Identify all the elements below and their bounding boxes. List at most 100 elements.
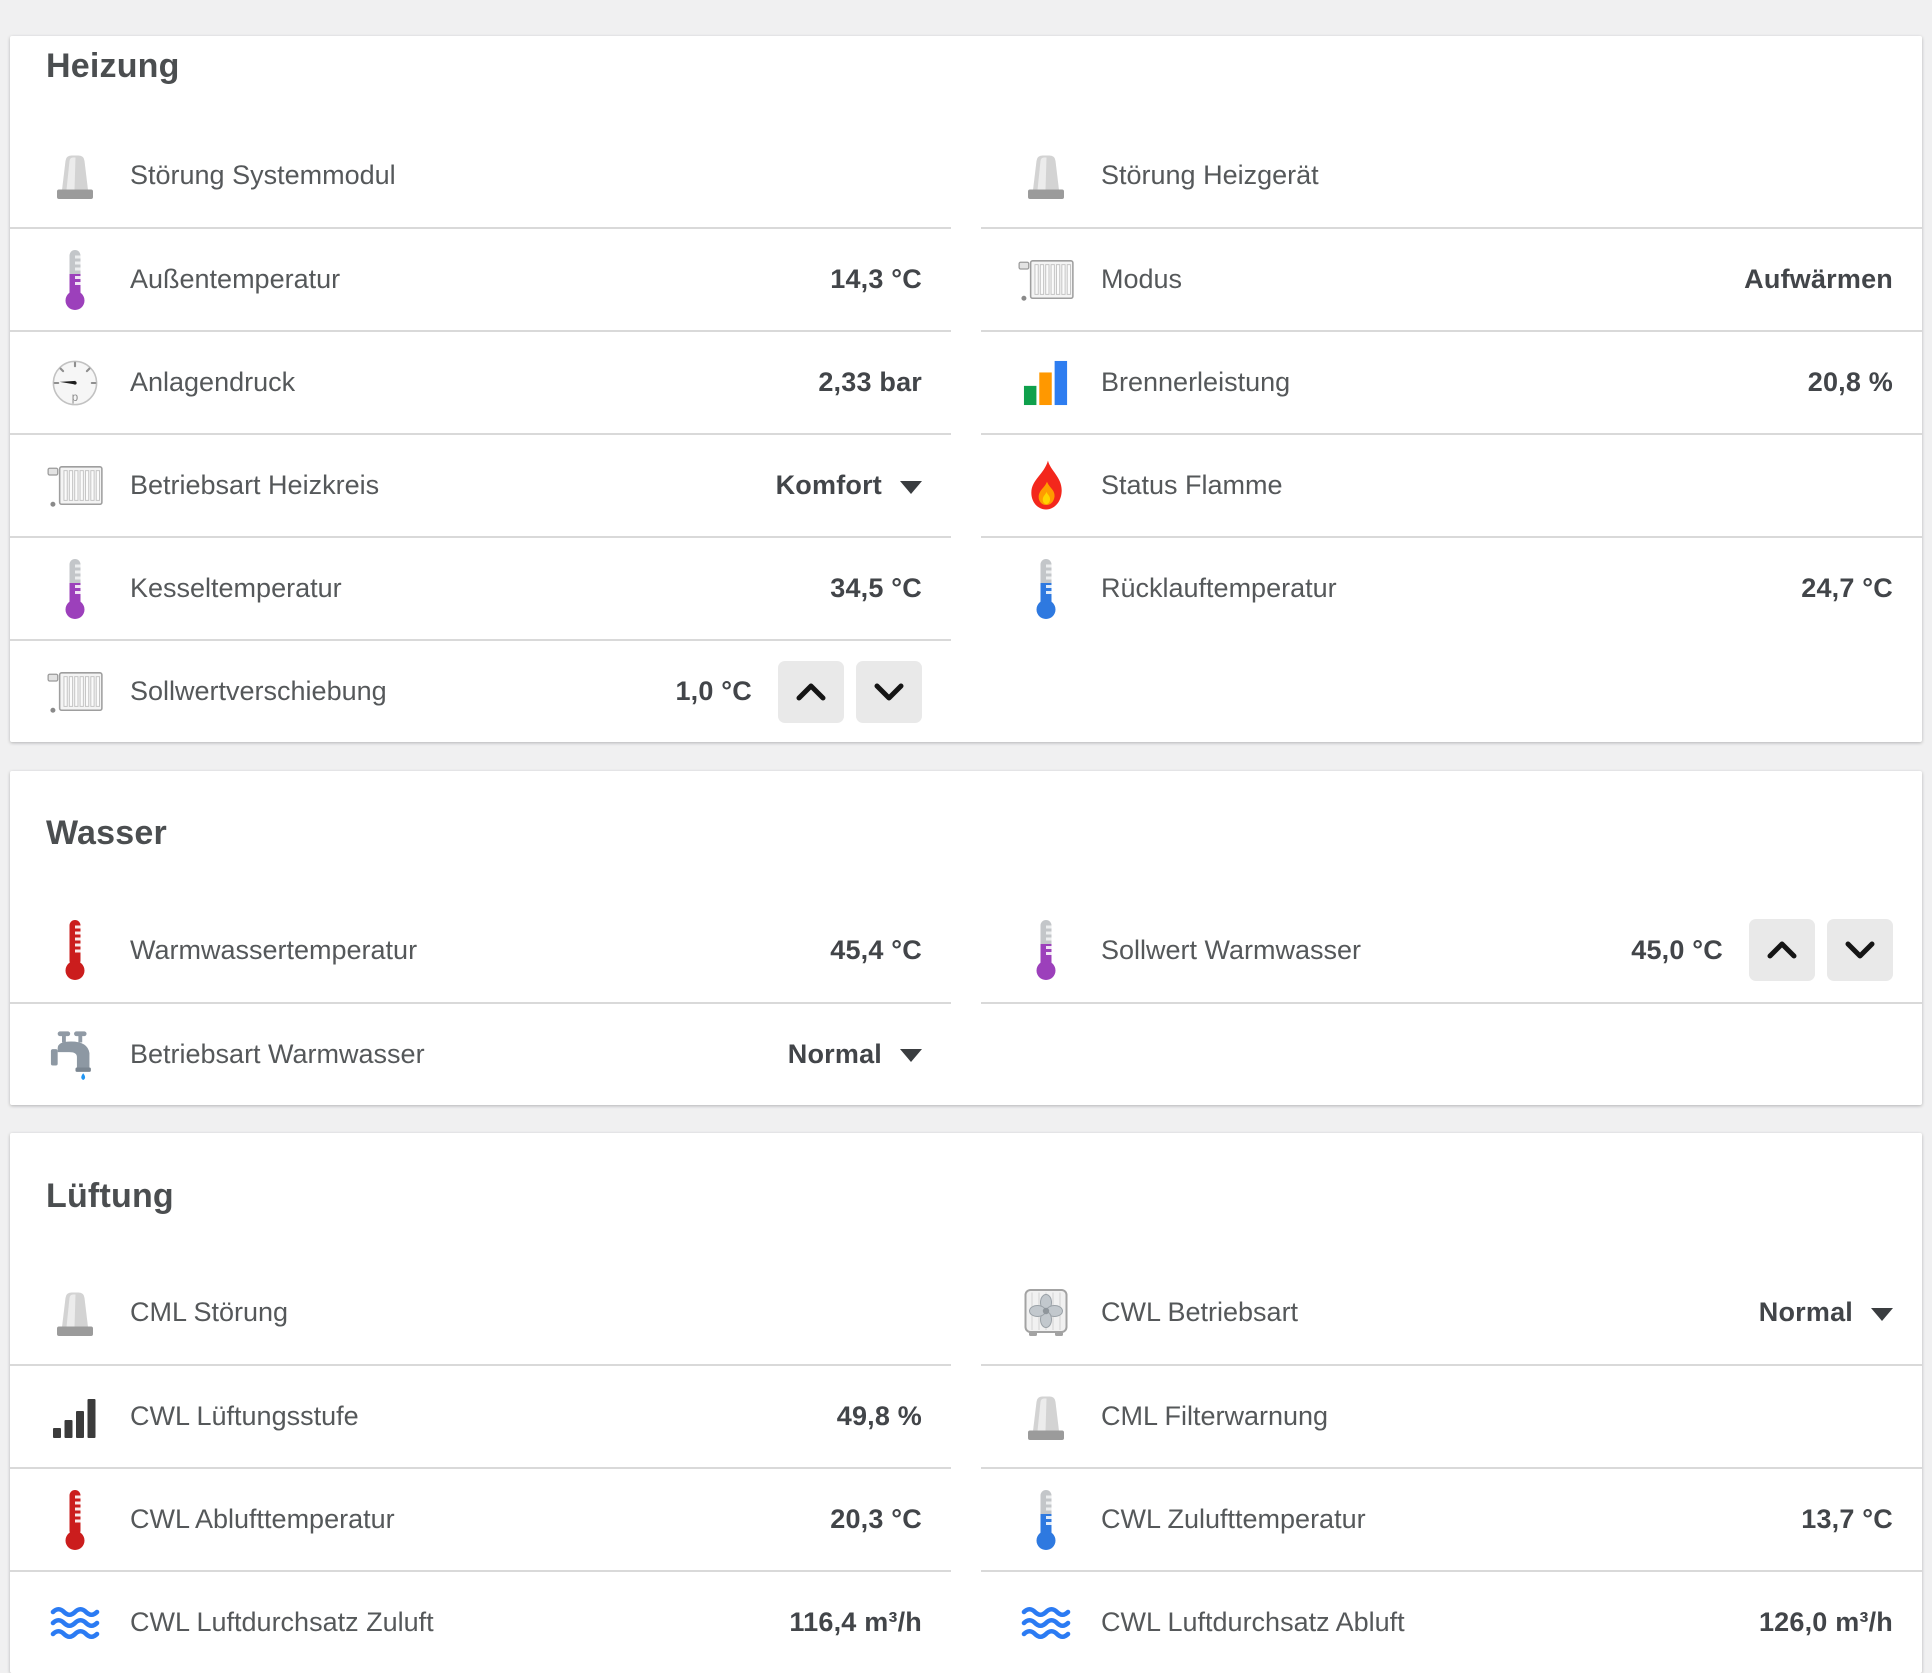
- decrease-button[interactable]: [856, 660, 922, 723]
- airflow-icon: [1015, 1604, 1077, 1642]
- row-value: 24,7 °C: [1801, 573, 1893, 604]
- section-wasser: Wasser Warmwassertemperatur 45,4 °C Betr…: [10, 770, 1922, 1105]
- row-label: CML Filterwarnung: [1101, 1401, 1329, 1432]
- faucet-icon: [44, 1027, 106, 1081]
- row-label: Betriebsart Warmwasser: [130, 1038, 425, 1069]
- airflow-icon: [44, 1604, 106, 1642]
- chevron-up-icon: [1767, 941, 1797, 959]
- row-label: CWL Zulufttemperatur: [1101, 1504, 1366, 1535]
- row-label: Modus: [1101, 264, 1183, 295]
- row-label: Sollwert Warmwasser: [1101, 934, 1362, 965]
- caret-down-icon: [900, 480, 922, 494]
- row-cml-filterwarnung: CML Filterwarnung: [981, 1364, 1922, 1467]
- row-label: CWL Ablufttemperatur: [130, 1504, 395, 1535]
- row-label: Betriebsart Heizkreis: [130, 470, 380, 501]
- row-label: Störung Heizgerät: [1101, 160, 1319, 191]
- bar-chart-icon: [1015, 360, 1077, 406]
- radiator-icon: [44, 462, 106, 510]
- increase-button[interactable]: [1749, 919, 1815, 982]
- row-value: 49,8 %: [836, 1401, 922, 1432]
- decrease-button[interactable]: [1827, 919, 1893, 982]
- row-kesseltemperatur: Kesseltemperatur 34,5 °C: [10, 536, 951, 639]
- row-label: Sollwertverschiebung: [130, 676, 387, 707]
- row-anlagendruck: Anlagendruck 2,33 bar: [10, 330, 951, 433]
- sollwert-warmwasser-stepper: [1749, 919, 1893, 982]
- thermometer-icon: [1015, 557, 1077, 621]
- sollwertverschiebung-stepper: [778, 660, 922, 723]
- betriebsart-heizkreis-select[interactable]: Komfort: [776, 470, 922, 501]
- row-value: 1,0 °C: [675, 676, 752, 707]
- section-lueftung: Lüftung CML Störung CWL Lüftungsstufe 49…: [10, 1133, 1922, 1673]
- wasser-right-column: Sollwert Warmwasser 45,0 °C: [981, 899, 1922, 1105]
- row-sollwertverschiebung: Sollwertverschiebung 1,0 °C: [10, 639, 951, 742]
- siren-icon: [1015, 1393, 1077, 1441]
- row-betriebsart-warmwasser: Betriebsart Warmwasser Normal: [10, 1001, 951, 1105]
- betriebsart-warmwasser-select[interactable]: Normal: [788, 1039, 922, 1070]
- row-value: 13,7 °C: [1801, 1504, 1893, 1535]
- row-value: 20,8 %: [1807, 367, 1893, 398]
- caret-down-icon: [900, 1049, 922, 1063]
- row-cwl-ablufttemperatur: CWL Ablufttemperatur 20,3 °C: [10, 1467, 951, 1570]
- row-cwl-betriebsart: CWL Betriebsart Normal: [981, 1261, 1922, 1364]
- row-label: Außentemperatur: [130, 264, 341, 295]
- signal-bars-icon: [44, 1394, 106, 1439]
- siren-icon: [1015, 152, 1077, 200]
- thermometer-icon: [44, 918, 106, 982]
- row-label: CWL Betriebsart: [1101, 1297, 1299, 1328]
- thermometer-icon: [1015, 918, 1077, 982]
- section-title-wasser: Wasser: [46, 814, 167, 853]
- row-cwl-zulufttemperatur: CWL Zulufttemperatur 13,7 °C: [981, 1467, 1922, 1570]
- row-value: 2,33 bar: [818, 367, 922, 398]
- row-label: Störung Systemmodul: [130, 160, 396, 191]
- thermometer-icon: [1015, 1488, 1077, 1552]
- row-stoerung-heizgeraet: Störung Heizgerät: [981, 124, 1922, 227]
- row-label: CWL Lüftungsstufe: [130, 1401, 359, 1432]
- increase-button[interactable]: [778, 660, 844, 723]
- row-value: 20,3 °C: [830, 1504, 922, 1535]
- row-ruecklauftemperatur: Rücklauftemperatur 24,7 °C: [981, 536, 1922, 639]
- lueftung-left-column: CML Störung CWL Lüftungsstufe 49,8 % CWL…: [10, 1261, 951, 1673]
- row-cml-stoerung: CML Störung: [10, 1261, 951, 1364]
- row-cwl-lueftungsstufe: CWL Lüftungsstufe 49,8 %: [10, 1364, 951, 1467]
- row-label: CWL Luftdurchsatz Abluft: [1101, 1607, 1405, 1638]
- box-fan-icon: [1015, 1288, 1077, 1338]
- section-title-lueftung: Lüftung: [46, 1176, 174, 1215]
- chevron-down-icon: [1845, 941, 1875, 959]
- row-value: 45,0 °C: [1631, 934, 1723, 965]
- row-cwl-luftdurchsatz-abluft: CWL Luftdurchsatz Abluft 126,0 m³/h: [981, 1570, 1922, 1673]
- row-value: 116,4 m³/h: [789, 1607, 922, 1638]
- row-label: Status Flamme: [1101, 470, 1283, 501]
- radiator-icon: [44, 668, 106, 716]
- chevron-up-icon: [796, 683, 826, 701]
- chevron-down-icon: [874, 683, 904, 701]
- siren-icon: [44, 152, 106, 200]
- row-value: Aufwärmen: [1744, 264, 1893, 295]
- row-label: Warmwassertemperatur: [130, 934, 418, 965]
- row-label: CWL Luftdurchsatz Zuluft: [130, 1607, 434, 1638]
- selected-option: Komfort: [775, 470, 882, 501]
- flame-icon: [1015, 459, 1077, 512]
- row-label: Kesseltemperatur: [130, 573, 342, 604]
- row-label: Anlagendruck: [130, 367, 296, 398]
- siren-icon: [44, 1289, 106, 1337]
- pressure-gauge-icon: [44, 359, 106, 407]
- thermometer-icon: [44, 248, 106, 312]
- radiator-icon: [1015, 256, 1077, 304]
- section-heizung: Heizung Störung Systemmodul Außentempera…: [10, 36, 1922, 743]
- cwl-betriebsart-select[interactable]: Normal: [1759, 1297, 1893, 1328]
- lueftung-right-column: CWL Betriebsart Normal CML Filterwarnung…: [981, 1261, 1922, 1673]
- row-aussentemperatur: Außentemperatur 14,3 °C: [10, 227, 951, 330]
- row-value: 45,4 °C: [830, 934, 922, 965]
- selected-option: Normal: [1758, 1297, 1853, 1328]
- row-stoerung-systemmodul: Störung Systemmodul: [10, 124, 951, 227]
- row-modus: Modus Aufwärmen: [981, 227, 1922, 330]
- heizung-right-column: Störung Heizgerät Modus Aufwärmen Brenne…: [981, 124, 1922, 639]
- thermometer-icon: [44, 1488, 106, 1552]
- row-label: Brennerleistung: [1101, 367, 1291, 398]
- empty-row: [981, 1001, 1922, 1105]
- section-title-heizung: Heizung: [46, 46, 180, 85]
- row-value: 34,5 °C: [830, 573, 922, 604]
- caret-down-icon: [1871, 1307, 1893, 1321]
- row-label: Rücklauftemperatur: [1101, 573, 1337, 604]
